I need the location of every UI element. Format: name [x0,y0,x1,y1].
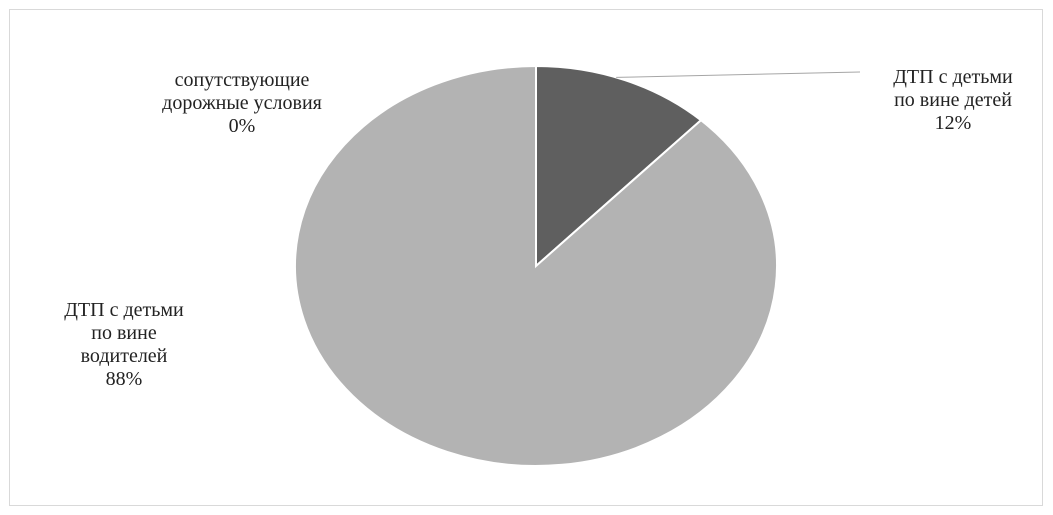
data-label-line: сопутствующие [174,69,310,91]
leader-line-children-fault [616,71,861,78]
data-label-line: ДТП с детьми [893,66,1013,88]
data-label-percent: 88% [105,368,143,390]
data-label-percent: 0% [228,115,256,137]
data-label-line: дорожные условия [162,92,322,114]
data-label-line: по вине детей [894,89,1012,111]
slice-children-fault [535,64,703,269]
data-label-drivers-fault: ДТП с детьми по вине водителей 88% [24,299,224,391]
data-label-children-fault: ДТП с детьми по вине детей 12% [858,66,1048,135]
data-label-line: ДТП с детьми [64,299,184,321]
data-label-line: водителей [80,345,168,367]
data-label-percent: 12% [934,112,972,134]
slice-drivers-fault [294,64,778,467]
data-label-line: по вине [91,322,157,344]
data-label-road-conditions: сопутствующие дорожные условия 0% [112,69,372,138]
